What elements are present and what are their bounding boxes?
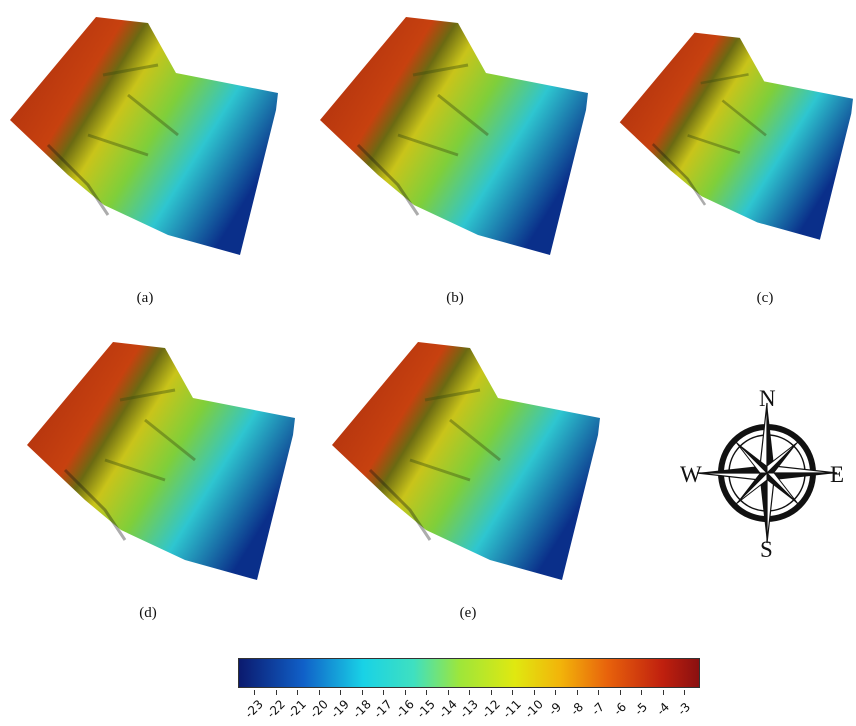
colorbar-tick: [490, 690, 492, 695]
terrain-panel-e: [330, 340, 600, 585]
colorbar-tick: [426, 690, 427, 695]
caption-e: (e): [459, 605, 477, 621]
colorbar-tick-label: -23: [242, 697, 266, 721]
caption-a: (a): [136, 290, 154, 306]
colorbar-tick: [555, 690, 556, 695]
terrain-panel-d: [25, 340, 295, 585]
colorbar-tick-label: -20: [306, 697, 331, 721]
colorbar-tick: [662, 690, 664, 695]
colorbar-tick-label: -15: [414, 697, 438, 721]
compass-east-label: E: [830, 462, 845, 487]
colorbar-tick-label: -6: [610, 699, 629, 719]
caption-b: (b): [446, 290, 464, 306]
caption-c: (c): [756, 290, 774, 306]
colorbar-tick: [598, 690, 599, 695]
colorbar-tick: [576, 690, 578, 695]
colorbar-tick-label: -13: [457, 697, 481, 721]
colorbar-tick: [684, 690, 685, 695]
colorbar-tick-label: -10: [521, 697, 546, 721]
colorbar-tick-label: -12: [478, 697, 503, 721]
colorbar-tick: [318, 690, 320, 695]
colorbar-tick-label: -19: [328, 697, 352, 721]
colorbar: [238, 658, 700, 688]
colorbar-tick: [383, 690, 384, 695]
caption-d: (d): [139, 605, 157, 621]
colorbar-tick: [512, 690, 513, 695]
compass-north-label: N: [759, 386, 776, 411]
colorbar-tick-label: -16: [392, 697, 417, 721]
colorbar-tick: [297, 690, 298, 695]
colorbar-tick: [469, 690, 470, 695]
colorbar-tick-label: -8: [567, 699, 586, 719]
colorbar-tick: [619, 690, 621, 695]
colorbar-tick-label: -3: [674, 699, 694, 719]
colorbar-tick: [361, 690, 363, 695]
colorbar-tick: [340, 690, 341, 695]
colorbar-tick-label: -4: [653, 699, 672, 719]
compass-rose: N S E W: [680, 385, 850, 562]
colorbar-tick-label: -5: [631, 699, 651, 719]
colorbar-tick: [254, 690, 255, 695]
terrain-panel-b: [318, 15, 588, 260]
terrain-panel-a: [8, 15, 278, 260]
colorbar-tick-label: -22: [263, 697, 288, 721]
terrain-panel-c: [618, 15, 853, 260]
colorbar-tick-label: -7: [588, 699, 608, 719]
colorbar-tick-labels: -23 -22 -21 -20 -19 -18 -17 -16 -15 -14 -13 -12 -11-…: [238, 690, 700, 726]
colorbar-tick: [404, 690, 406, 695]
compass-west-label: W: [680, 462, 702, 487]
colorbar-tick: [641, 690, 642, 695]
colorbar-tick-label: -14: [435, 697, 460, 721]
colorbar-tick-label: -18: [349, 697, 374, 721]
compass-south-label: S: [760, 537, 773, 562]
colorbar-tick: [275, 690, 277, 695]
colorbar-tick: [447, 690, 449, 695]
colorbar-tick: [533, 690, 535, 695]
colorbar-tick-label: -9: [545, 699, 565, 719]
colorbar-tick-label: -17: [371, 697, 395, 721]
colorbar-tick-label: -11: [500, 697, 524, 721]
colorbar-tick-label: -21: [285, 697, 309, 721]
